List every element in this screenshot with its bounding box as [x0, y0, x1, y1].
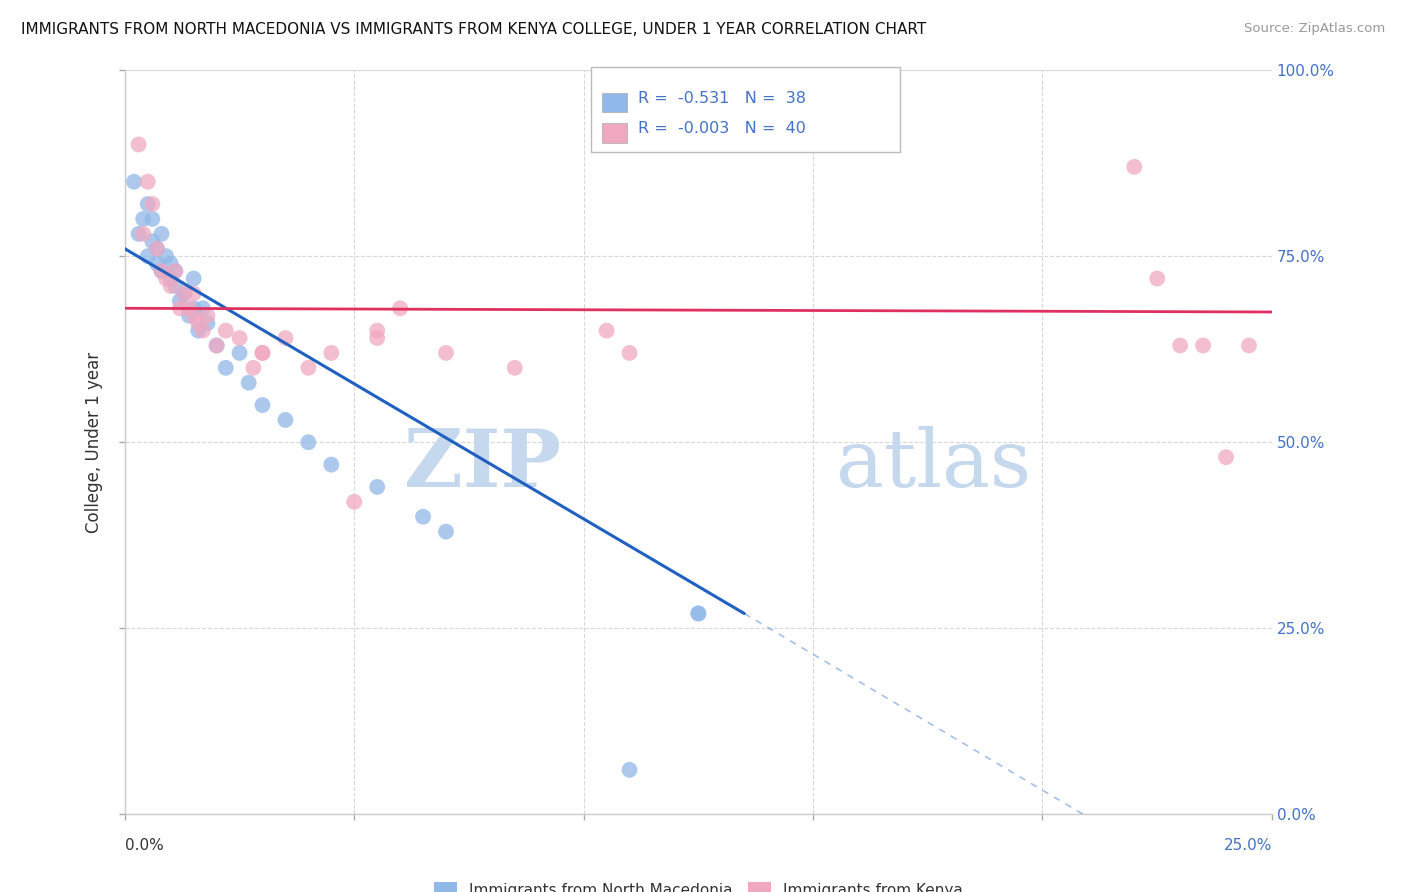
- Point: [297, 360, 319, 375]
- Text: ZIP: ZIP: [404, 425, 561, 504]
- Text: 0.0%: 0.0%: [125, 838, 163, 854]
- Point: [503, 360, 526, 375]
- Text: R =  -0.531   N =  38: R = -0.531 N = 38: [638, 91, 806, 106]
- Point: [146, 257, 169, 271]
- Point: [128, 227, 150, 241]
- Point: [321, 458, 343, 472]
- Point: [366, 331, 388, 345]
- Point: [274, 331, 297, 345]
- Point: [389, 301, 412, 316]
- Point: [183, 309, 205, 323]
- Point: [173, 286, 195, 301]
- Point: [274, 413, 297, 427]
- Point: [197, 316, 219, 330]
- Point: [252, 346, 274, 360]
- Point: [183, 286, 205, 301]
- Text: 25.0%: 25.0%: [1223, 838, 1272, 854]
- Point: [228, 331, 250, 345]
- Point: [159, 279, 181, 293]
- Point: [187, 316, 209, 330]
- Point: [177, 301, 200, 316]
- Point: [688, 607, 710, 621]
- Point: [297, 435, 319, 450]
- Point: [1123, 160, 1146, 174]
- Point: [177, 309, 200, 323]
- Point: [343, 495, 366, 509]
- Point: [173, 286, 195, 301]
- Point: [366, 480, 388, 494]
- Point: [159, 257, 181, 271]
- Y-axis label: College, Under 1 year: College, Under 1 year: [86, 351, 103, 533]
- Point: [183, 271, 205, 285]
- Point: [215, 360, 238, 375]
- Point: [1192, 338, 1215, 352]
- Point: [165, 264, 187, 278]
- Point: [155, 271, 177, 285]
- Point: [132, 211, 155, 226]
- Point: [1146, 271, 1168, 285]
- Point: [183, 301, 205, 316]
- Point: [619, 763, 641, 777]
- Point: [122, 175, 145, 189]
- Point: [146, 242, 169, 256]
- Point: [205, 338, 228, 352]
- Point: [595, 324, 617, 338]
- Point: [228, 346, 250, 360]
- Point: [252, 398, 274, 412]
- Point: [215, 324, 238, 338]
- Point: [187, 324, 209, 338]
- Point: [252, 346, 274, 360]
- Text: atlas: atlas: [837, 425, 1031, 504]
- Point: [238, 376, 260, 390]
- Point: [132, 227, 155, 241]
- Point: [412, 509, 434, 524]
- Point: [169, 301, 191, 316]
- Point: [1237, 338, 1260, 352]
- Point: [141, 197, 163, 211]
- Point: [136, 249, 159, 263]
- Point: [434, 346, 457, 360]
- Point: [141, 234, 163, 248]
- Point: [136, 175, 159, 189]
- Point: [136, 197, 159, 211]
- Point: [191, 324, 214, 338]
- Point: [205, 338, 228, 352]
- Point: [619, 346, 641, 360]
- Point: [688, 607, 710, 621]
- Point: [366, 324, 388, 338]
- Point: [128, 137, 150, 152]
- Point: [321, 346, 343, 360]
- Legend: Immigrants from North Macedonia, Immigrants from Kenya: Immigrants from North Macedonia, Immigra…: [427, 875, 969, 892]
- Point: [150, 264, 173, 278]
- Point: [146, 242, 169, 256]
- Point: [159, 271, 181, 285]
- Text: Source: ZipAtlas.com: Source: ZipAtlas.com: [1244, 22, 1385, 36]
- Text: IMMIGRANTS FROM NORTH MACEDONIA VS IMMIGRANTS FROM KENYA COLLEGE, UNDER 1 YEAR C: IMMIGRANTS FROM NORTH MACEDONIA VS IMMIG…: [21, 22, 927, 37]
- Point: [150, 227, 173, 241]
- Point: [434, 524, 457, 539]
- Point: [141, 211, 163, 226]
- Point: [165, 264, 187, 278]
- Point: [165, 279, 187, 293]
- Point: [1168, 338, 1191, 352]
- Point: [155, 249, 177, 263]
- Point: [150, 264, 173, 278]
- Point: [197, 309, 219, 323]
- Point: [169, 293, 191, 308]
- Point: [1215, 450, 1237, 465]
- Point: [242, 360, 264, 375]
- Point: [191, 301, 214, 316]
- Text: R =  -0.003   N =  40: R = -0.003 N = 40: [638, 121, 806, 136]
